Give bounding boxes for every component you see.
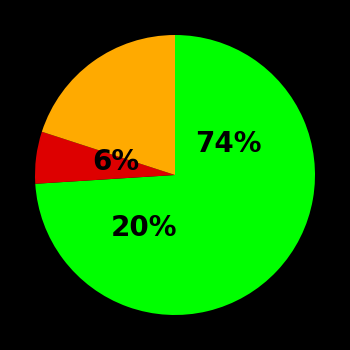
Text: 20%: 20% — [111, 214, 177, 242]
Wedge shape — [35, 35, 315, 315]
Text: 6%: 6% — [93, 148, 140, 176]
Text: 74%: 74% — [195, 130, 261, 158]
Wedge shape — [35, 132, 175, 184]
Wedge shape — [42, 35, 175, 175]
